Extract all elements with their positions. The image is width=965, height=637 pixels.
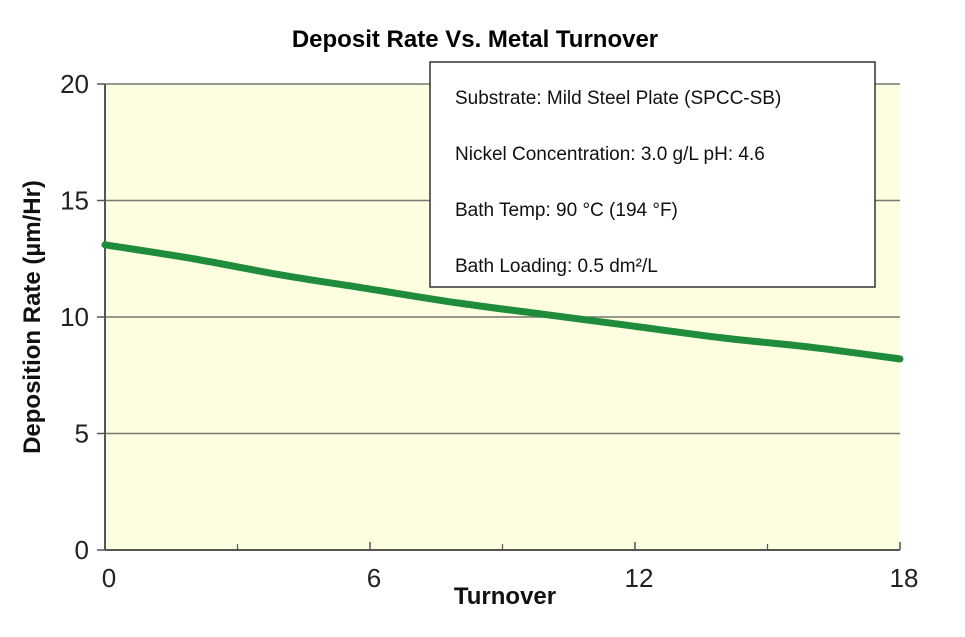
y-tick-label: 15 — [60, 186, 89, 216]
x-tick-labels: 0 6 12 18 — [102, 563, 919, 593]
y-tick-label: 10 — [60, 302, 89, 332]
x-tick-label: 12 — [625, 563, 654, 593]
y-axis-label: Deposition Rate (µm/Hr) — [19, 180, 46, 454]
x-axis-label: Turnover — [454, 583, 556, 610]
annotation-substrate: Substrate: Mild Steel Plate (SPCC-SB) — [455, 88, 781, 109]
y-tick-label: 0 — [75, 535, 89, 565]
x-tick-label: 0 — [102, 563, 116, 593]
y-tick-label: 5 — [75, 419, 89, 449]
annotation-bath-loading: Bath Loading: 0.5 dm²/L — [455, 256, 658, 277]
series-line — [101, 241, 904, 363]
y-tick-labels: 0 5 10 15 20 — [60, 69, 89, 565]
x-tick-label: 18 — [890, 563, 919, 593]
tick-marks — [97, 83, 901, 551]
annotation-bath-temp: Bath Temp: 90 °C (194 °F) — [455, 200, 678, 221]
y-tick-label: 20 — [60, 69, 89, 99]
chart-title: Deposit Rate Vs. Metal Turnover — [292, 26, 658, 53]
annotation-nickel-concentration: Nickel Concentration: 3.0 g/L pH: 4.6 — [455, 144, 765, 165]
info-box-frame — [429, 61, 876, 288]
info-box: Substrate: Mild Steel Plate (SPCC-SB) Ni… — [429, 61, 876, 288]
x-tick-label: 6 — [367, 563, 381, 593]
